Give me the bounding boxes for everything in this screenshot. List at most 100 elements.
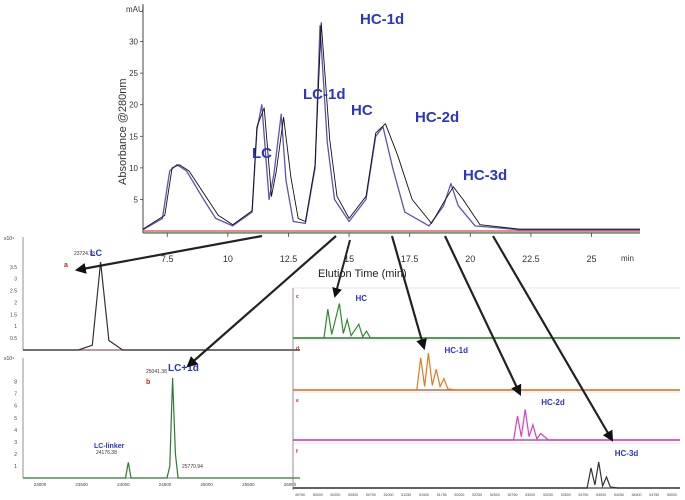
main-ytick-label: 25 xyxy=(129,69,138,78)
ms-hc-xtick-label: 52750 xyxy=(508,493,518,497)
ms-hc-xtick-label: 51250 xyxy=(401,493,411,497)
ms-hc-xtick-label: 52000 xyxy=(454,493,464,497)
main-xtick-label: 7.5 xyxy=(161,254,174,264)
main-y-label: Absorbance @280nm xyxy=(117,78,129,185)
ms-hc-xtick-label: 53250 xyxy=(543,493,553,497)
main-xtick-label: 15 xyxy=(344,254,354,264)
ms-hc-panel-letter: c xyxy=(296,294,299,300)
ms-hc-label: HC-2d xyxy=(541,398,565,407)
ms-lc1d-xtick-label: 23000 xyxy=(34,482,47,487)
main-ytick-label: 20 xyxy=(129,101,138,110)
ms-hc-xtick-label: 49750 xyxy=(295,493,305,497)
ms-hc-xtick-label: 53500 xyxy=(561,493,571,497)
peak-label-hc: HC xyxy=(351,102,373,119)
ms-hc-label: HC xyxy=(355,294,367,303)
ms-lc-ytick-label: 1.5 xyxy=(10,312,17,318)
ms-lc-panel-letter: a xyxy=(64,262,68,269)
arrow-hc-1d xyxy=(390,235,427,351)
main-series-line xyxy=(142,25,640,231)
main-xtick-label: 12.5 xyxy=(280,254,298,264)
ms-lc1d-ytick-label: 7 xyxy=(14,392,17,398)
ms-lc-ytick-label: 0.5 xyxy=(10,336,17,342)
ms-lc1d-xtick-label: 24500 xyxy=(159,482,172,487)
ms-lc1d-label: LC+1d xyxy=(168,363,199,374)
peak-label-hc-1d: HC-1d xyxy=(360,11,404,28)
ms-lc-label: LC xyxy=(90,248,102,258)
ms-lc1d-ytick-label: 1 xyxy=(14,464,17,470)
ms-hc-xtick-label: 54250 xyxy=(614,493,624,497)
ms-series-line xyxy=(293,303,680,339)
ms-lc-y-unit: x10⁴ xyxy=(4,236,14,242)
main-ytick-label: 10 xyxy=(129,164,138,173)
main-x-unit: min xyxy=(621,254,634,263)
main-chromatogram: mAU Absorbance @280nm Elution Time (min)… xyxy=(117,4,640,280)
ms-lc1d-xtick-label: 24000 xyxy=(117,482,130,487)
ms-lc1d-peak-label-minor: 25770.94 xyxy=(182,464,203,470)
ms-lc1d-ytick-label: 6 xyxy=(14,404,17,410)
ms-panel-lc-1d: x10⁴ 1 2 3 4 5 6 7 8 23000 23500 24000 24500 25000 2… xyxy=(4,356,300,487)
ms-series-line xyxy=(23,261,300,351)
ms-series-line xyxy=(23,377,300,479)
ms-hc-panel-letter: e xyxy=(296,398,299,404)
ms-lc-ytick-label: 3.5 xyxy=(10,265,17,271)
peak-label-hc-2d: HC-2d xyxy=(415,109,459,126)
ms-lc1d-xtick-label: 23500 xyxy=(75,482,88,487)
ms-series-line xyxy=(293,353,680,391)
main-ytick-label: 5 xyxy=(134,195,139,204)
main-xtick-label: 17.5 xyxy=(401,254,419,264)
ms-lc1d-y-unit: x10⁴ xyxy=(4,356,14,362)
ms-lc-ytick-label: 1 xyxy=(14,324,17,330)
ms-hc-xtick-label: 53750 xyxy=(578,493,588,497)
main-xtick-label: 10 xyxy=(223,254,233,264)
ms-hc-xtick-label: 54000 xyxy=(596,493,606,497)
ms-lc1d-panel-letter: b xyxy=(146,379,150,386)
ms-lc1d-xtick-label: 25500 xyxy=(242,482,255,487)
arrow-lc xyxy=(74,234,263,274)
peak-label-lc: LC xyxy=(252,145,272,162)
ms-series-line xyxy=(293,409,680,441)
ms-hc-panel-letter: f xyxy=(296,449,298,455)
ms-lc-peak-label: 23724.78 xyxy=(74,251,95,257)
peak-label-lc-1d: LC-1d xyxy=(303,86,346,103)
ms-lc1d-peak-label-main: 25041.38 xyxy=(146,369,167,375)
ms-panel-lc: x10⁴ 0.5 1 1.5 2 2.5 3 3.5 23724.78 LC a xyxy=(4,236,300,351)
ms-hc-xtick-label: 54500 xyxy=(632,493,642,497)
ms-lc1d-peak-label-linker: 24176.38 xyxy=(96,450,117,456)
main-xtick-label: 25 xyxy=(587,254,597,264)
ms-hc-xtick-label: 50000 xyxy=(313,493,323,497)
ms-hc-xtick-label: 50250 xyxy=(330,493,340,497)
ms-hc-xtick-label: 53000 xyxy=(525,493,535,497)
ms-panel-hc-stack: HC c HC-1d d HC-2d e HC-3d f 49750 50000 50250 505… xyxy=(292,287,680,497)
ms-lc1d-ytick-label: 5 xyxy=(14,416,17,422)
ms-lc1d-ytick-label: 2 xyxy=(14,452,17,458)
main-ytick-label: 15 xyxy=(129,132,138,141)
arrow-hc-2d xyxy=(444,235,522,396)
main-x-label: Elution Time (min) xyxy=(318,268,407,280)
ms-lc-ytick-label: 2 xyxy=(14,300,17,306)
ms-hc-xtick-label: 51000 xyxy=(384,493,394,497)
arrow-lc-1d xyxy=(186,235,337,368)
ms-lc-ytick-label: 2.5 xyxy=(10,289,17,295)
main-xtick-label: 20 xyxy=(465,254,475,264)
arrow-hc-3d xyxy=(492,235,614,442)
ms-lc1d-xtick-label: 26000 xyxy=(284,482,297,487)
ms-hc-xtick-label: 52500 xyxy=(490,493,500,497)
arrow-hc xyxy=(332,239,351,298)
ms-hc-xtick-label: 50750 xyxy=(366,493,376,497)
arrows xyxy=(74,234,614,442)
main-ytick-label: 30 xyxy=(129,38,138,47)
ms-lc1d-ytick-label: 8 xyxy=(14,380,17,386)
ms-lc1d-xtick-label: 25000 xyxy=(200,482,213,487)
ms-hc-xtick-label: 51500 xyxy=(419,493,429,497)
main-xtick-label: 22.5 xyxy=(522,254,540,264)
main-y-unit: mAU xyxy=(126,5,144,14)
ms-lc1d-sublabel: LC-linker xyxy=(94,443,125,450)
peak-label-hc-3d: HC-3d xyxy=(463,167,507,184)
ms-hc-label: HC-1d xyxy=(444,346,468,355)
ms-hc-xtick-label: 54750 xyxy=(649,493,659,497)
ms-lc1d-ytick-label: 4 xyxy=(14,428,17,434)
ms-hc-xtick-label: 50500 xyxy=(348,493,358,497)
ms-hc-xtick-label: 51750 xyxy=(437,493,447,497)
ms-lc-ytick-label: 3 xyxy=(14,277,17,283)
